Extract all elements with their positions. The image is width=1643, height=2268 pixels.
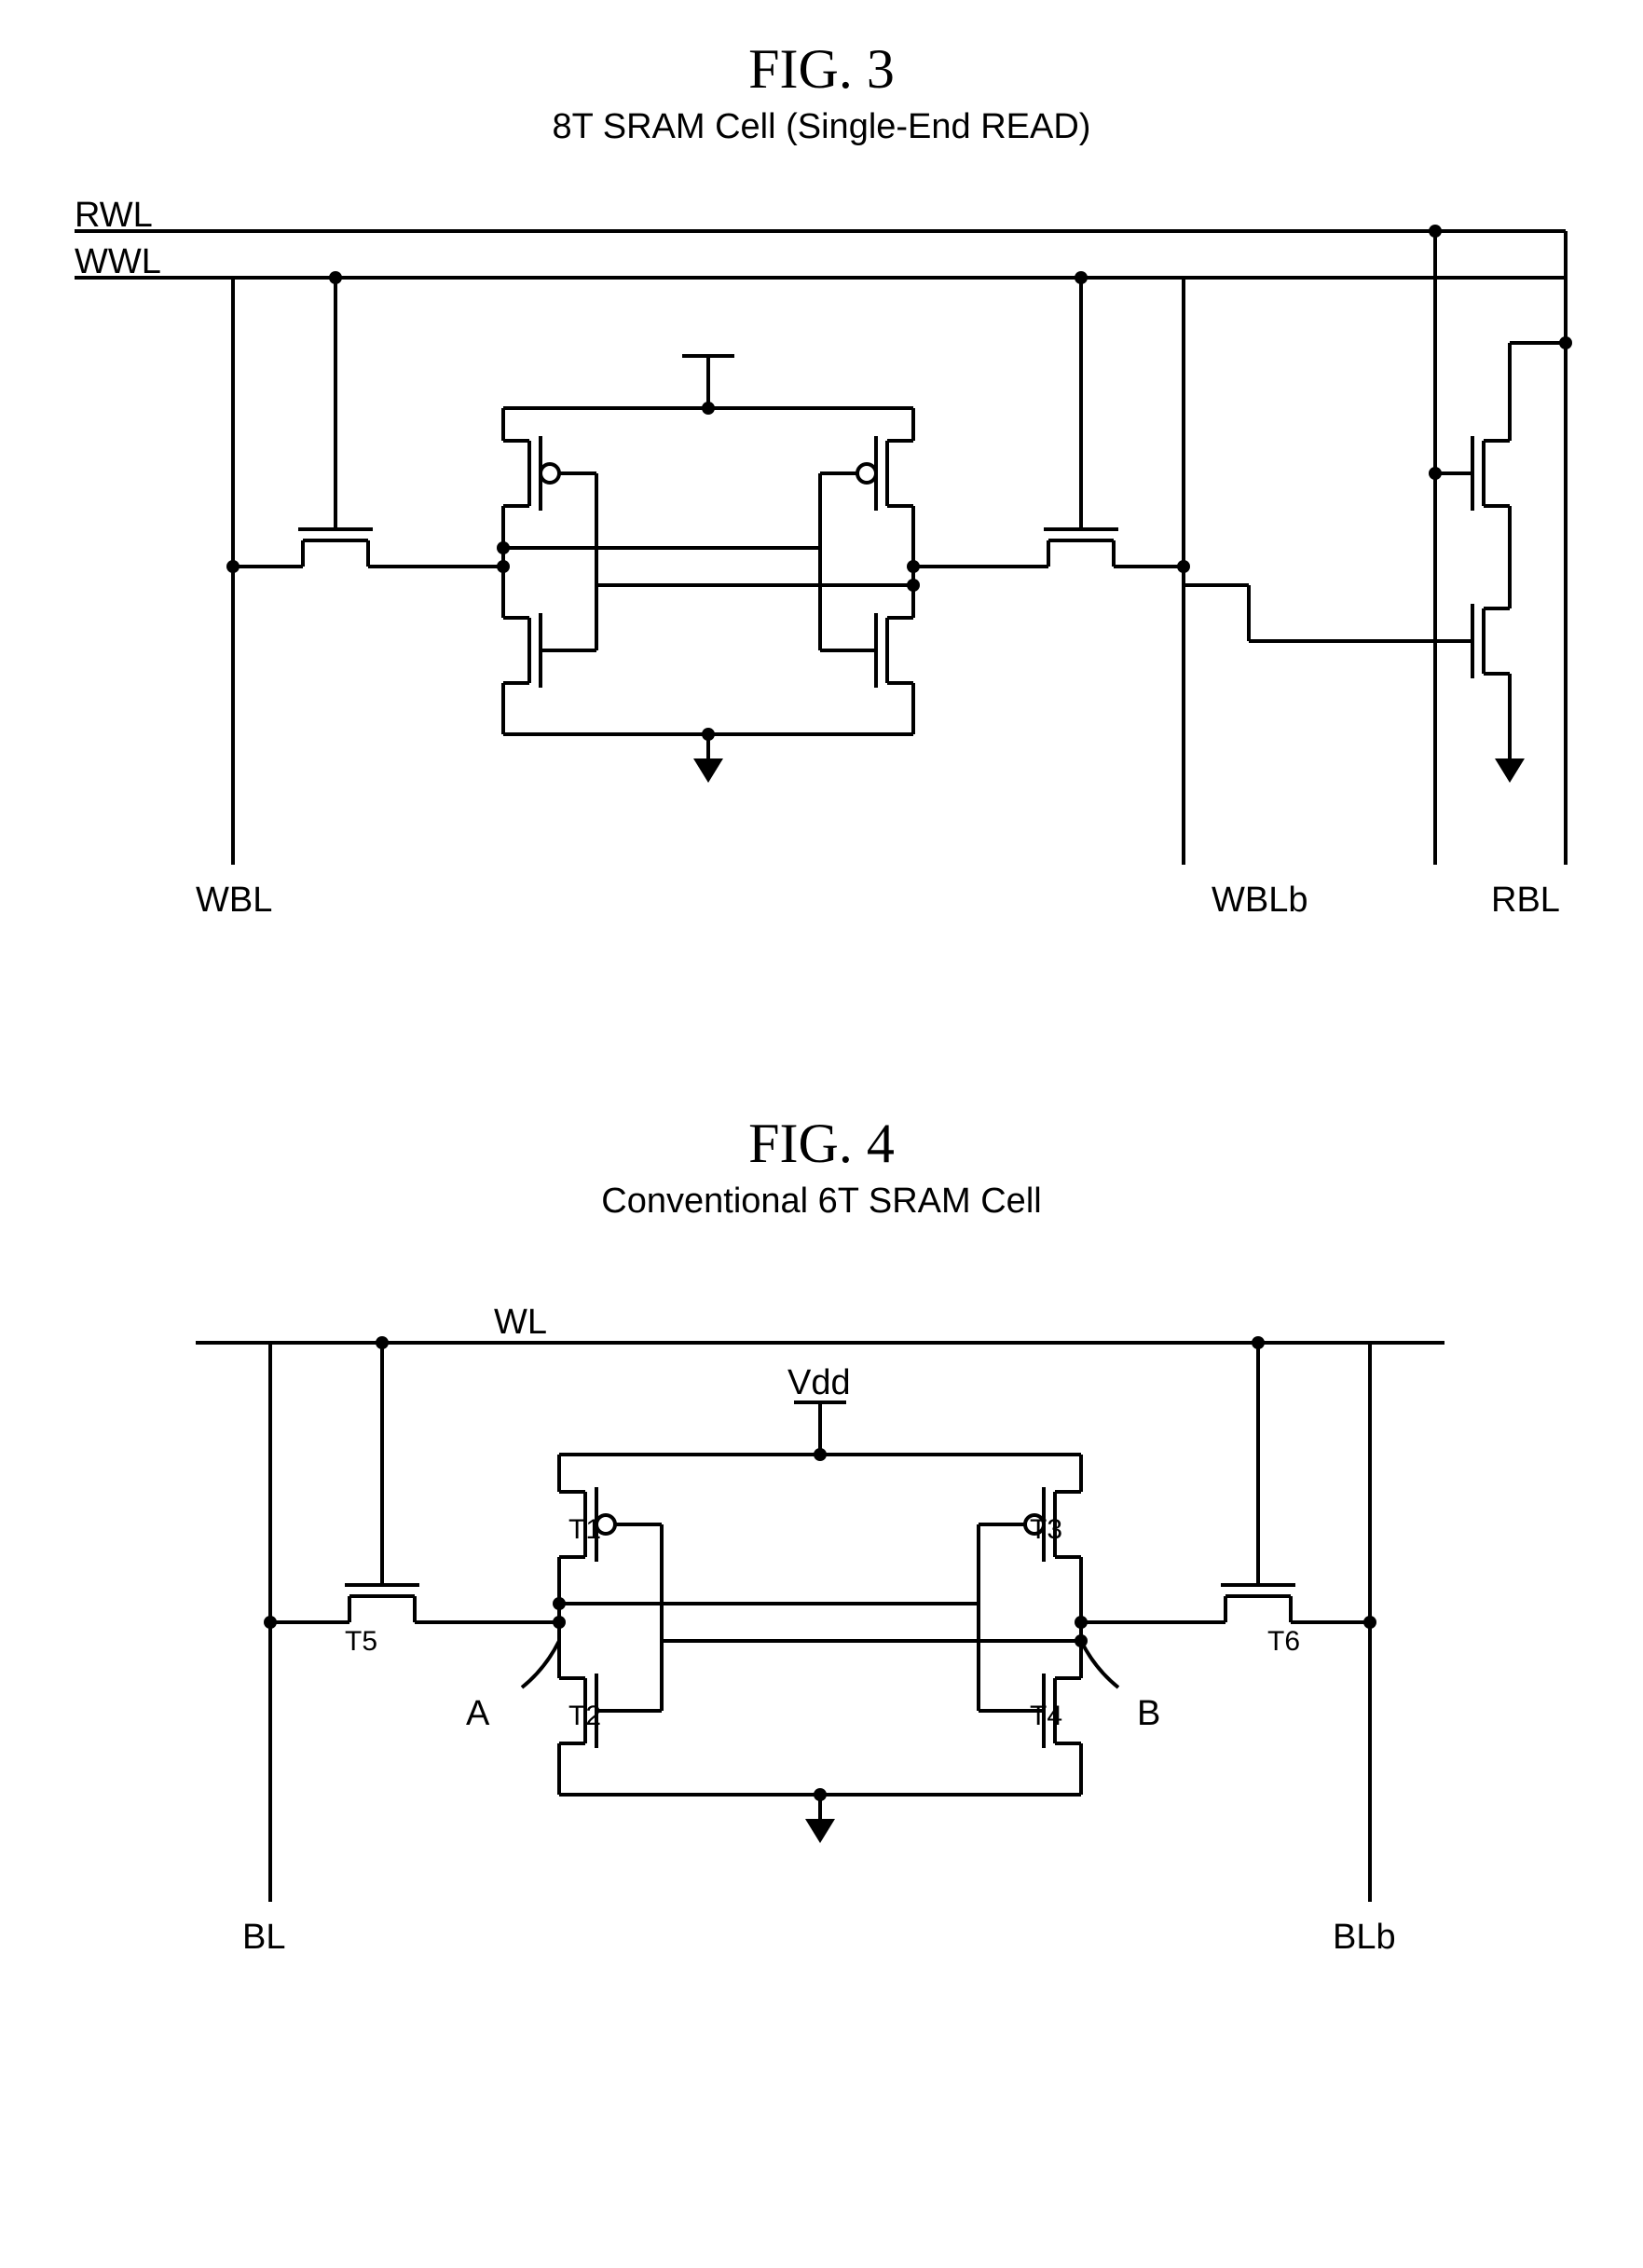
fig4-title: FIG. 4 [37, 1112, 1606, 1176]
fig3-subtitle: 8T SRAM Cell (Single-End READ) [37, 107, 1606, 147]
fig4-label-t1: T1 [568, 1514, 601, 1545]
fig4-label-t2: T2 [568, 1701, 601, 1731]
fig4-label-vdd: Vdd [787, 1363, 851, 1402]
figure-4: FIG. 4 Conventional 6T SRAM Cell [37, 1112, 1606, 1981]
fig4-label-a: A [466, 1694, 490, 1733]
fig3-label-rwl: RWL [75, 196, 153, 235]
fig4-label-t3: T3 [1030, 1514, 1062, 1545]
fig4-label-t6: T6 [1267, 1626, 1300, 1657]
fig3-label-wwl: WWL [75, 242, 161, 281]
fig4-label-t5: T5 [345, 1626, 377, 1657]
fig4-label-wl: WL [494, 1303, 547, 1342]
fig4-label-bl: BL [242, 1918, 285, 1957]
fig3-svg: RWL WWL WBL WBLb RBL [37, 175, 1606, 939]
fig4-label-t4: T4 [1030, 1701, 1062, 1731]
fig3-label-rbl: RBL [1491, 881, 1560, 920]
fig4-label-blb: BLb [1333, 1918, 1396, 1957]
fig3-title: FIG. 3 [37, 37, 1606, 102]
fig3-label-wblb: WBLb [1212, 881, 1308, 920]
fig4-label-b: B [1137, 1694, 1160, 1733]
fig3-label-wbl: WBL [196, 881, 272, 920]
figure-3: FIG. 3 8T SRAM Cell (Single-End READ) [37, 37, 1606, 944]
page: FIG. 3 8T SRAM Cell (Single-End READ) [37, 37, 1606, 1981]
fig4-subtitle: Conventional 6T SRAM Cell [37, 1182, 1606, 1222]
fig4-svg: WL Vdd BL BLb A B T1 T2 T3 T4 T5 T6 [37, 1250, 1606, 1976]
